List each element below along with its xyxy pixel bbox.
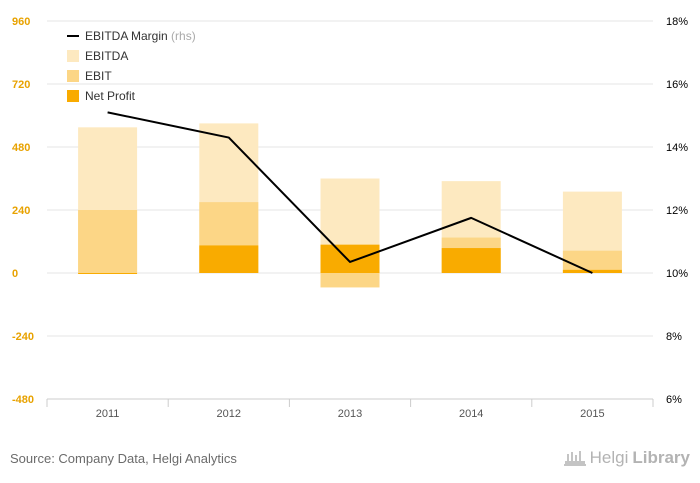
bars <box>78 123 622 288</box>
y-left-tick-label: -480 <box>12 394 34 406</box>
x-tick-label: 2012 <box>217 408 241 420</box>
legend-label: EBITDA <box>85 49 128 63</box>
y-right-tick-label: 6% <box>666 394 682 406</box>
y-left-tick-label: 0 <box>12 268 18 280</box>
x-tick-label: 2011 <box>96 408 120 420</box>
x-tick-label: 2015 <box>580 408 604 420</box>
bar-net-profit <box>320 244 380 273</box>
y-left-tick-label: 960 <box>12 16 30 28</box>
y-right-tick-label: 16% <box>666 79 688 91</box>
bar-net-profit <box>199 245 259 273</box>
legend-suffix: (rhs) <box>168 29 196 43</box>
y-left-tick-label: -240 <box>12 331 34 343</box>
y-left-tick-label: 240 <box>12 205 30 217</box>
y-right-tick-label: 18% <box>666 16 688 28</box>
legend-swatch <box>67 50 79 62</box>
source-note: Source: Company Data, Helgi Analytics <box>10 451 237 466</box>
bar-ebit <box>78 210 138 273</box>
bar-ebit <box>562 250 622 273</box>
y-right-tick-label: 14% <box>666 142 688 154</box>
brand-logo: Helgi Library <box>563 448 690 468</box>
y-left-tick-label: 720 <box>12 79 30 91</box>
legend: EBITDA Margin (rhs) EBITDA EBIT Net Profit <box>67 29 196 103</box>
bar-ebit <box>320 273 380 288</box>
legend-label: EBIT <box>85 69 112 83</box>
legend-label: EBITDA Margin (rhs) <box>85 29 196 43</box>
margin-line <box>107 111 593 274</box>
x-tick-label: 2014 <box>459 408 483 420</box>
legend-label: Net Profit <box>85 89 136 103</box>
library-icon <box>563 451 586 466</box>
axes: 960 720 480 240 0 -240 -480 18% 16% 14% 12% 10% 8% 6%… <box>12 16 688 420</box>
legend-swatch <box>67 90 79 102</box>
x-tick-label: 2013 <box>338 408 362 420</box>
brand-part1: Helgi <box>589 448 629 467</box>
series-line-ebitda-margin <box>107 111 593 274</box>
y-left-tick-label: 480 <box>12 142 30 154</box>
chart: 960 720 480 240 0 -240 -480 18% 16% 14% 12% 10% 8% 6%… <box>12 16 688 420</box>
bar-net-profit <box>78 273 138 274</box>
y-right-tick-label: 12% <box>666 205 688 217</box>
y-right-tick-label: 8% <box>666 331 682 343</box>
y-right-tick-label: 10% <box>666 268 688 280</box>
bar-net-profit <box>562 269 622 273</box>
legend-swatch <box>67 70 79 82</box>
brand-part2: Library <box>632 448 690 467</box>
bar-net-profit <box>441 248 501 273</box>
